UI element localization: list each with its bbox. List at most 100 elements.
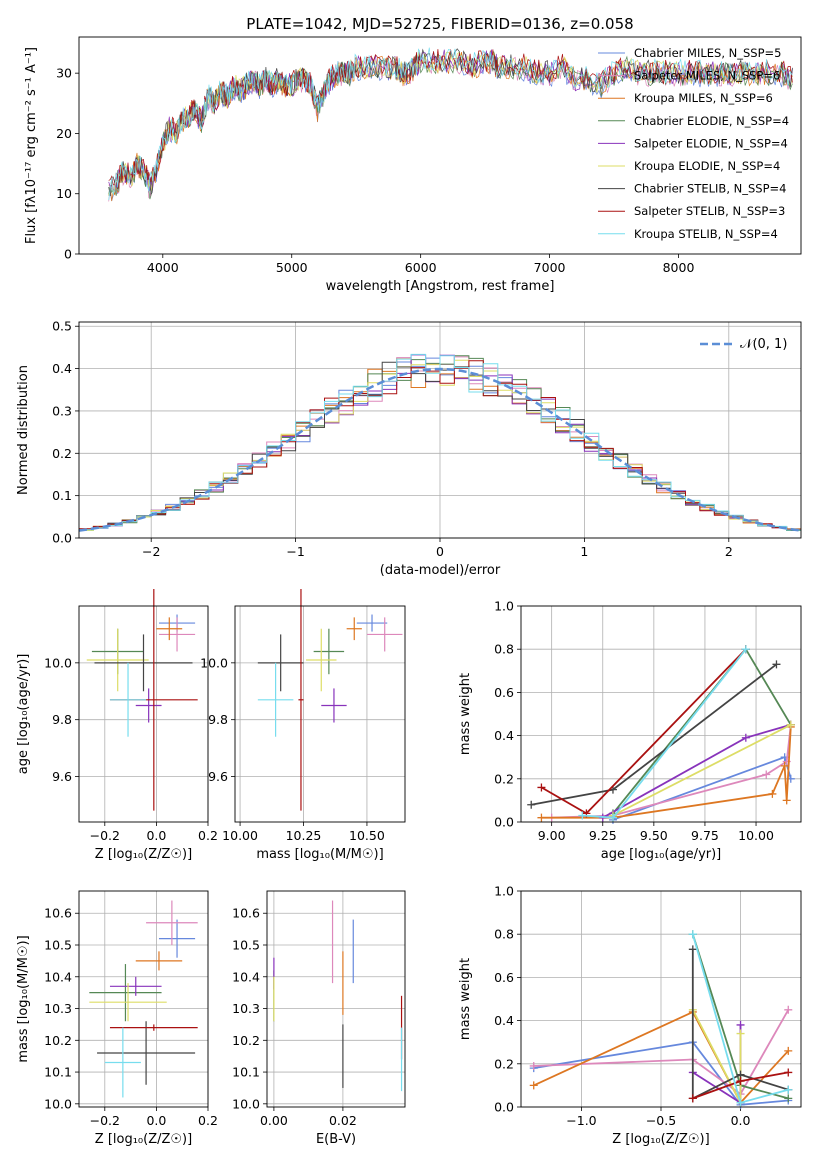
x-tick-label: 9.00	[538, 828, 566, 843]
x-tick-label: 10.50	[349, 828, 385, 843]
axes-frame	[234, 605, 406, 823]
series-marker	[741, 733, 750, 742]
legend-entry: Salpeter ELODIE, N_SSP=4	[634, 136, 788, 150]
y-axis-label: Normed distribution	[16, 365, 31, 495]
x-tick-label: 10.25	[286, 828, 322, 843]
y-tick-label: 10.3	[232, 1001, 260, 1016]
series-line-1	[612, 756, 792, 821]
spectrum-line-9	[108, 47, 793, 201]
plot-area	[108, 47, 793, 202]
series-marker	[529, 1061, 538, 1070]
panel-1: 4000 5000 6000 7000 8000 0 10 20 30 wavelength [A…	[24, 36, 802, 294]
x-axis-label: E(B-V)	[316, 1132, 356, 1147]
series-marker	[736, 1020, 745, 1029]
series-marker	[768, 789, 777, 798]
legend-entry: 𝒩(0, 1)	[740, 337, 787, 352]
y-tick-label: 9.8	[208, 712, 228, 727]
series-marker	[537, 783, 546, 792]
series-marker	[527, 800, 536, 809]
histogram-8	[79, 360, 801, 530]
y-tick-label: 20	[56, 126, 72, 141]
x-axis-label: Z [log₁₀(Z/Z☉)]	[95, 1132, 192, 1147]
x-tick-label: 0.2	[198, 1113, 218, 1128]
x-tick-label: −1.0	[566, 1113, 596, 1128]
x-tick-label: 0	[436, 544, 444, 559]
y-tick-label: 10.2	[44, 1033, 72, 1048]
normal-curve	[78, 367, 802, 532]
y-tick-label: 0.0	[494, 1100, 514, 1115]
y-axis-label: mass weight	[458, 958, 473, 1040]
y-axis-label: age [log₁₀(age/yr)]	[16, 654, 31, 775]
panel-7: 0.00 0.02 10.0 10.1 10.2 10.3 10.4 10.5 10.6 E(B-…	[232, 890, 406, 1147]
x-axis-label: (data-model)/error	[380, 563, 501, 578]
x-axis-label: Z [log₁₀(Z/Z☉)]	[95, 847, 192, 862]
y-tick-label: 10.2	[232, 1033, 260, 1048]
series-marker	[736, 1098, 745, 1107]
plot-area	[86, 588, 198, 811]
series-marker	[608, 813, 617, 822]
legend-entry: Kroupa MILES, N_SSP=6	[634, 91, 773, 105]
figure-title: PLATE=1042, MJD=52725, FIBERID=0136, z=0…	[246, 15, 633, 33]
x-tick-label: 0.2	[198, 828, 218, 843]
axes-frame	[78, 36, 802, 255]
y-tick-label: 10.0	[44, 1096, 72, 1111]
x-tick-label: 0.02	[329, 1113, 357, 1128]
series-marker	[537, 813, 546, 822]
legend-entry: Kroupa ELODIE, N_SSP=4	[634, 159, 780, 173]
legend-entry: Chabrier MILES, N_SSP=5	[634, 46, 781, 60]
series-line-2	[551, 724, 792, 819]
x-tick-label: 0.0	[146, 828, 166, 843]
x-axis-label: age [log₁₀(age/yr)]	[601, 847, 722, 862]
x-tick-label: 1	[580, 544, 588, 559]
series-marker	[736, 1077, 745, 1086]
axes-frame	[78, 605, 209, 823]
y-tick-label: 10.0	[232, 1096, 260, 1111]
y-tick-label: 0.2	[494, 1056, 514, 1071]
axes-frame	[520, 890, 802, 1108]
y-tick-label: 10.6	[232, 906, 260, 921]
series-marker	[741, 645, 750, 654]
series-marker	[688, 930, 697, 939]
series-line-3	[541, 726, 792, 819]
x-tick-label: 2	[725, 544, 733, 559]
y-tick-label: 9.8	[52, 712, 72, 727]
series-marker	[784, 1005, 793, 1014]
plot-area	[89, 900, 198, 1098]
x-tick-label: 0.0	[731, 1113, 751, 1128]
x-tick-label: 6000	[405, 260, 437, 275]
axes-frame	[78, 890, 209, 1108]
y-tick-label: 0.2	[52, 446, 72, 461]
series-marker	[529, 1081, 538, 1090]
panel-8: −1.0 −0.5 0.0 0.0 0.2 0.4 0.6 0.8 1.0 Z [log₁₀(Z/…	[458, 884, 802, 1147]
y-tick-label: 1.0	[494, 599, 514, 614]
legend-entry: Chabrier STELIB, N_SSP=4	[634, 182, 786, 196]
x-tick-label: 7000	[534, 260, 566, 275]
panel-6: −0.2 0.0 0.2 10.0 10.1 10.2 10.3 10.4 10.5 10.6 Z …	[16, 890, 218, 1147]
y-tick-label: 0.4	[494, 728, 514, 743]
series-marker	[688, 945, 697, 954]
y-axis-label: mass weight	[458, 673, 473, 755]
legend-entry: Salpeter MILES, N_SSP=6	[634, 69, 780, 83]
series-marker	[762, 770, 771, 779]
series-line-7	[691, 949, 789, 1100]
plot-area	[273, 900, 403, 1092]
y-tick-label: 10.5	[44, 938, 72, 953]
legend-entry: Salpeter STELIB, N_SSP=3	[634, 204, 785, 218]
x-tick-label: 10.00	[222, 828, 258, 843]
x-tick-label: 0.00	[260, 1113, 288, 1128]
series-marker	[772, 660, 781, 669]
y-tick-label: 0.8	[494, 642, 514, 657]
series-marker	[578, 811, 587, 820]
series-marker	[784, 1085, 793, 1094]
legend-entry: Kroupa STELIB, N_SSP=4	[634, 227, 778, 241]
series-marker	[736, 1029, 745, 1038]
x-tick-label: 4000	[147, 260, 179, 275]
y-tick-label: 0.6	[494, 970, 514, 985]
x-tick-label: −0.5	[646, 1113, 676, 1128]
y-tick-label: 0.0	[52, 531, 72, 546]
y-tick-label: 0.0	[494, 815, 514, 830]
y-tick-label: 10.6	[44, 906, 72, 921]
plot-area	[527, 645, 795, 824]
y-tick-label: 1.0	[494, 884, 514, 899]
series-marker	[786, 720, 795, 729]
